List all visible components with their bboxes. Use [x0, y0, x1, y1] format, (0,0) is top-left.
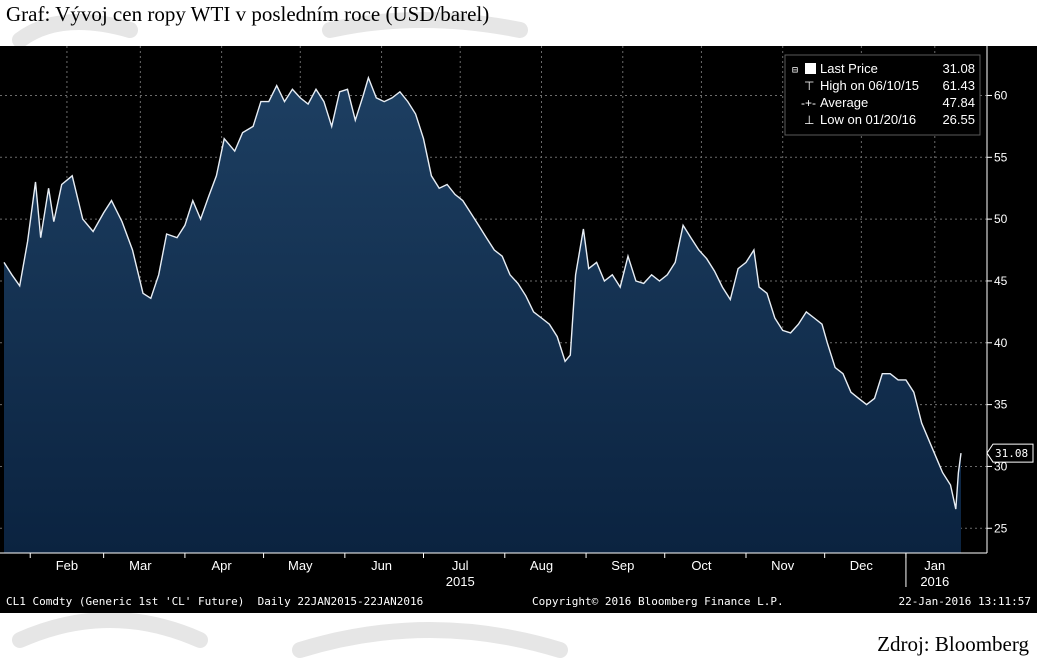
- x-tick-label: Mar: [129, 558, 152, 573]
- x-tick-label: Aug: [530, 558, 553, 573]
- footer-ticker-info: CL1 Comdty (Generic 1st 'CL' Future) Dai…: [6, 595, 423, 608]
- x-tick-label: Sep: [611, 558, 634, 573]
- y-tick-label: 55: [994, 150, 1008, 164]
- average-marker-icon: -+-: [801, 96, 816, 110]
- x-tick-label: Oct: [691, 558, 712, 573]
- source-note: Zdroj: Bloomberg: [877, 632, 1029, 656]
- y-tick-label: 60: [994, 88, 1008, 102]
- price-area-fill: [4, 77, 961, 554]
- x-tick-label: Apr: [212, 558, 233, 573]
- high-marker-icon: ⊤: [804, 79, 814, 93]
- x-tick-year-label: 2016: [920, 574, 949, 589]
- legend-collapse-icon[interactable]: ⊟: [792, 65, 798, 76]
- x-tick-label: Jan: [924, 558, 945, 573]
- legend-value-high: 61.43: [942, 78, 975, 93]
- x-tick-label: May: [288, 558, 313, 573]
- x-tick-label: Feb: [56, 558, 78, 573]
- y-tick-label: 35: [994, 398, 1008, 412]
- legend-value-low: 26.55: [942, 112, 975, 127]
- x-tick-label: Jul: [452, 558, 469, 573]
- x-tick-label: Jun: [371, 558, 392, 573]
- y-axis-ticks: 25 30 35 40 45 50 55 60: [987, 88, 1008, 535]
- y-tick-label: 40: [994, 336, 1008, 350]
- x-tick-label: Nov: [771, 558, 795, 573]
- legend-label-last: Last Price: [820, 61, 878, 76]
- low-marker-icon: ⊥: [804, 113, 814, 127]
- last-price-label: 31.08: [995, 447, 1028, 460]
- last-price-swatch-icon: [805, 63, 816, 74]
- y-tick-label: 30: [994, 459, 1008, 473]
- price-line: [3, 75, 962, 510]
- x-tick-label: Dec: [850, 558, 874, 573]
- y-tick-label: 45: [994, 274, 1008, 288]
- y-tick-label: 25: [994, 521, 1008, 535]
- chart-panel: 25 30 35 40 45 50 55 60 Feb Mar Apr May Jun Jul 2015 A…: [0, 46, 1037, 613]
- legend-box: ⊟ Last Price 31.08 ⊤ High on 06/10/15 61…: [784, 54, 981, 136]
- legend-label-high: High on 06/10/15: [820, 78, 919, 93]
- legend-value-last: 31.08: [942, 61, 975, 76]
- x-tick-year-label: 2015: [446, 574, 475, 589]
- footer-copyright: Copyright© 2016 Bloomberg Finance L.P.: [532, 595, 784, 608]
- footer-timestamp: 22-Jan-2016 13:11:57: [899, 595, 1031, 608]
- legend-value-average: 47.84: [942, 95, 975, 110]
- y-tick-label: 50: [994, 212, 1008, 226]
- legend-label-average: Average: [820, 95, 868, 110]
- legend-label-low: Low on 01/20/16: [820, 112, 916, 127]
- last-price-marker: 31.08: [986, 443, 1034, 463]
- page-title: Graf: Vývoj cen ropy WTI v posledním roc…: [6, 2, 490, 26]
